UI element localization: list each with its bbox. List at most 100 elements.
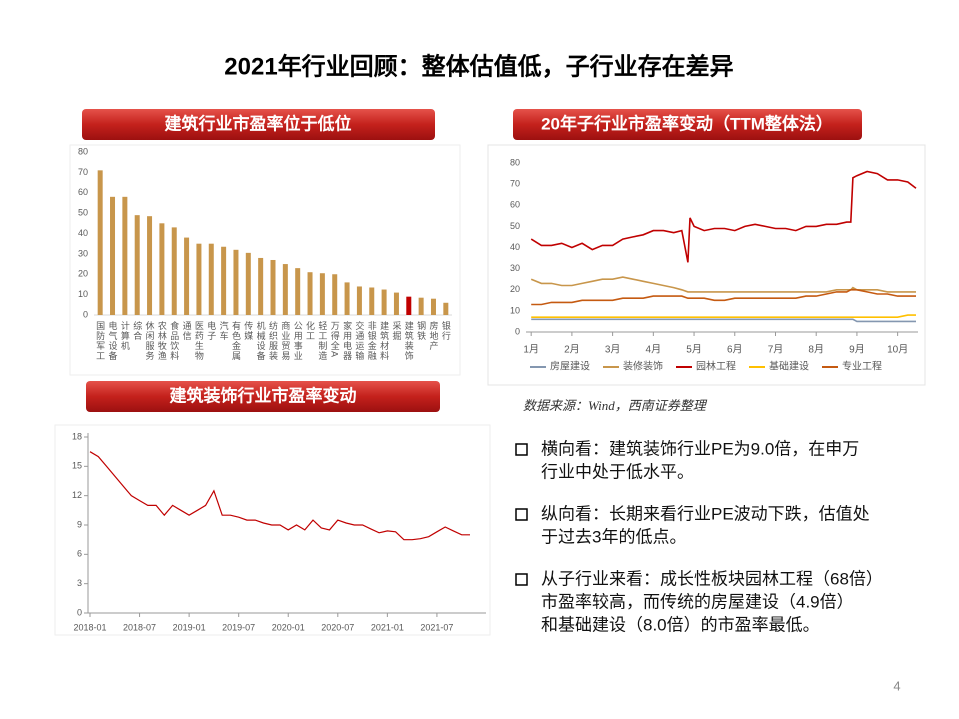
y-tick-label: 30 [78, 248, 88, 258]
x-tick-label: 2月 [564, 344, 580, 356]
x-tick-label: 医药生物 [194, 321, 204, 361]
bar [196, 243, 202, 315]
chart-title: 建筑装饰行业市盈率变动 [170, 385, 357, 405]
bar [122, 196, 128, 315]
x-tick-label: 机械设备 [256, 320, 266, 361]
y-tick-label: 3 [77, 578, 82, 588]
x-tick-label: 有色金属 [231, 320, 241, 361]
y-tick-label: 0 [83, 309, 88, 319]
source-note: 数据来源：Wind，西南证券整理 [523, 398, 708, 413]
x-tick-label: 2019-07 [222, 622, 255, 632]
bullet-text: 和基础建设（8.0倍）的市盈率最低。 [541, 615, 820, 634]
y-tick-label: 10 [78, 289, 88, 299]
bar [344, 282, 350, 315]
x-tick-label: 汽车 [219, 320, 229, 341]
x-tick-label: 2021-01 [371, 622, 404, 632]
bar [369, 287, 375, 315]
bar [97, 170, 103, 315]
x-tick-label: 综合 [132, 320, 142, 341]
bar [406, 296, 412, 315]
x-tick-label: 2018-07 [123, 622, 156, 632]
chart-frame [487, 144, 926, 386]
x-tick-label: 电气设备 [108, 320, 118, 361]
x-tick-label: 食品饮料 [169, 320, 179, 361]
y-tick-label: 70 [510, 179, 520, 189]
x-tick-label: 6月 [727, 344, 743, 356]
page-number: 4 [893, 678, 900, 693]
bar [443, 302, 449, 315]
bar [332, 274, 338, 315]
bullet-box [515, 508, 528, 521]
y-tick-label: 80 [78, 146, 88, 156]
bar [208, 243, 214, 315]
bullet-box [515, 573, 528, 586]
chart-frame [69, 144, 461, 376]
series-line [531, 314, 916, 318]
x-tick-label: 2020-07 [321, 622, 354, 632]
banner [86, 381, 440, 412]
bar [258, 257, 264, 315]
x-tick-label: 公用事业 [293, 321, 303, 361]
x-tick-label: 1月 [523, 344, 539, 356]
x-tick-label: 商业贸易 [280, 320, 290, 361]
chart-title: 建筑行业市盈率位于低位 [165, 113, 352, 133]
x-tick-label: 国防军工 [95, 321, 105, 361]
bar [221, 246, 227, 315]
bar [270, 259, 276, 315]
y-tick-label: 15 [72, 461, 82, 471]
x-tick-label: 4月 [646, 344, 662, 356]
bar [356, 286, 362, 315]
y-tick-label: 70 [78, 167, 88, 177]
legend-label: 装修装饰 [623, 360, 663, 373]
bar [307, 272, 313, 315]
bar [245, 252, 251, 315]
x-tick-label: 7月 [768, 344, 784, 356]
x-tick-label: 万得全A [330, 321, 340, 358]
bar [171, 227, 177, 315]
bar [393, 292, 399, 315]
banner [82, 109, 435, 140]
bar [430, 298, 436, 315]
x-tick-label: 银行 [441, 320, 451, 341]
series-line [530, 276, 916, 293]
bullet-text: 横向看：建筑装饰行业PE为9.0倍，在申万 [541, 439, 859, 458]
bar [110, 196, 116, 315]
x-tick-label: 2019-01 [173, 622, 206, 632]
series-line [531, 318, 916, 323]
legend-label: 园林工程 [696, 360, 736, 373]
bar [295, 268, 301, 315]
legend-label: 专业工程 [842, 360, 882, 373]
x-tick-label: 通信 [182, 321, 192, 341]
series-line [530, 170, 917, 263]
x-tick-label: 8月 [808, 344, 824, 356]
y-tick-label: 0 [515, 326, 520, 336]
bullet-text: 行业中处于低水平。 [541, 462, 694, 481]
y-tick-label: 60 [510, 200, 520, 210]
x-tick-label: 非银金融 [367, 320, 377, 361]
y-tick-label: 20 [78, 269, 88, 279]
y-tick-label: 30 [510, 263, 520, 273]
bar [282, 264, 288, 315]
y-tick-label: 80 [510, 157, 520, 167]
y-tick-label: 12 [72, 490, 82, 500]
slide-title: 2021年行业回顾：整体估值低，子行业存在差异 [224, 52, 733, 80]
legend-label: 房屋建设 [550, 360, 590, 373]
x-tick-label: 农林牧渔 [157, 320, 167, 361]
x-tick-label: 5月 [686, 344, 702, 356]
y-tick-label: 20 [510, 284, 520, 294]
x-tick-label: 2021-07 [420, 622, 453, 632]
bar [319, 273, 325, 315]
x-tick-label: 10月 [887, 344, 908, 356]
x-tick-label: 建筑材料 [379, 320, 389, 361]
x-tick-label: 计算机 [120, 320, 130, 351]
series-line [531, 289, 916, 306]
bar [233, 249, 239, 315]
y-tick-label: 40 [78, 228, 88, 238]
x-tick-label: 钢铁 [416, 320, 426, 341]
bar [381, 289, 387, 315]
bullet-text: 市盈率较高，而传统的房屋建设（4.9倍） [541, 592, 854, 611]
x-tick-label: 传媒 [243, 320, 253, 341]
series-line [89, 451, 470, 541]
x-tick-label: 3月 [605, 344, 621, 356]
x-tick-label: 家用电器 [342, 320, 352, 361]
